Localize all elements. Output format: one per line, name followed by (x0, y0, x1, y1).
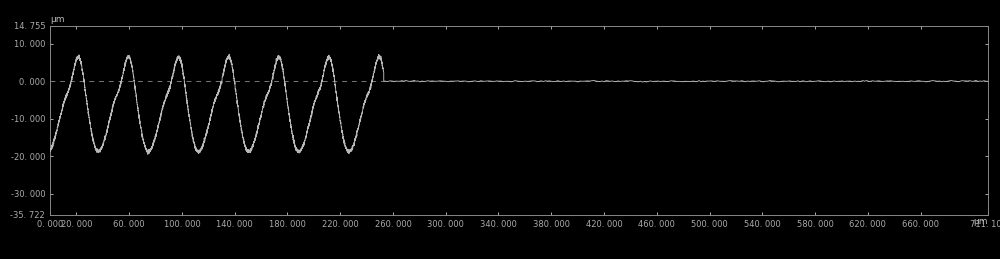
Text: µm: µm (50, 15, 64, 24)
Text: µm: µm (974, 217, 988, 226)
